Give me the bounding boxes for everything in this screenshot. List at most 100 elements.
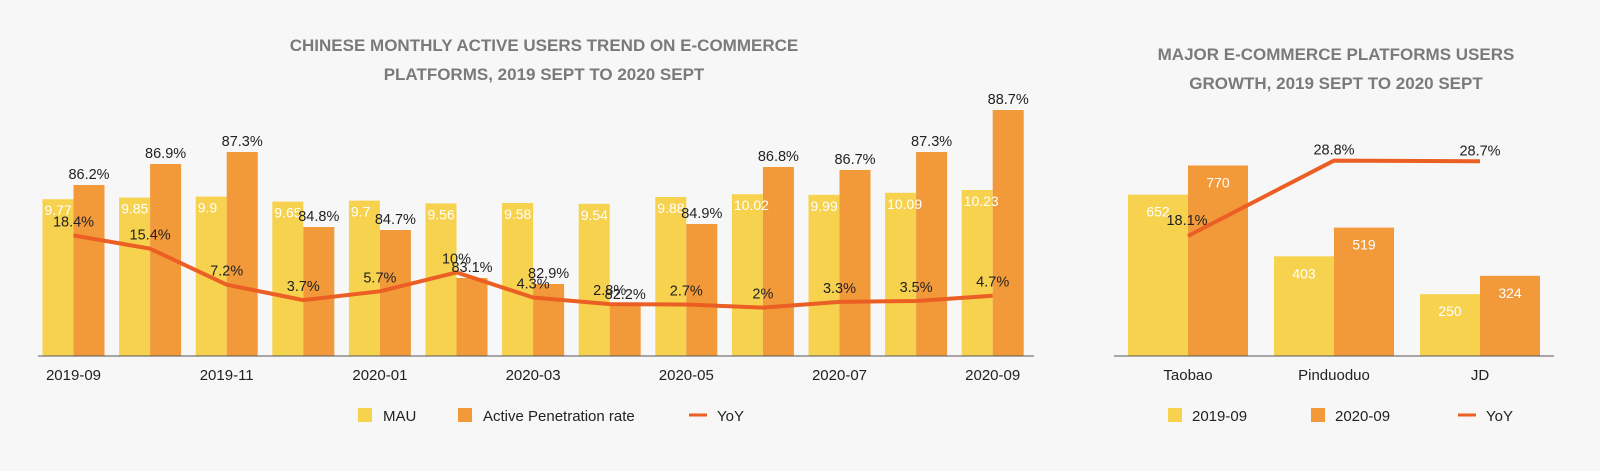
chart2-labels: 652 770 18.1% 403 519 28.8% 250 324 28.7% xyxy=(1146,143,1522,320)
rate-label-2020-02: 83.1% xyxy=(451,260,492,276)
rate-bar-2020-03 xyxy=(533,284,565,356)
mau-bar-2020-04 xyxy=(578,203,610,356)
yoy-label-2020-05: 2.7% xyxy=(670,284,703,300)
rate-label-2019-12: 84.8% xyxy=(298,209,339,225)
chart1-title-line1: CHINESE MONTHLY ACTIVE USERS TREND ON E-… xyxy=(290,36,798,55)
legend-2019-swatch xyxy=(1168,408,1182,422)
x-tick-2019-09: 2019-09 xyxy=(46,367,101,384)
bar-2020-Taobao xyxy=(1188,165,1248,356)
label-2019-JD: 250 xyxy=(1438,303,1462,319)
rate-bar-2020-01 xyxy=(379,230,411,356)
mau-label-2019-10: 9.85 xyxy=(121,201,148,217)
legend-mau-swatch xyxy=(358,408,372,422)
rate-bar-2020-04 xyxy=(609,305,641,356)
legend-2020-swatch xyxy=(1311,408,1325,422)
mau-bar-2019-12 xyxy=(272,201,304,356)
chart1-title-line2: PLATFORMS, 2019 SEPT TO 2020 SEPT xyxy=(384,65,705,84)
legend-2019-label: 2019-09 xyxy=(1192,408,1247,425)
chart1-yoy-line xyxy=(73,233,993,310)
mau-label-2020-05: 9.88 xyxy=(657,200,684,216)
legend-yoy2-label: YoY xyxy=(1486,408,1513,425)
mau-label-2020-07: 9.99 xyxy=(811,198,838,214)
x-tick-Taobao: Taobao xyxy=(1163,367,1212,384)
label-2019-Pinduoduo: 403 xyxy=(1292,265,1316,281)
legend-rate-label: Active Penetration rate xyxy=(483,408,635,425)
rate-label-2019-09: 86.2% xyxy=(68,167,109,183)
chart2-title-line1: MAJOR E-COMMERCE PLATFORMS USERS xyxy=(1158,45,1515,64)
mau-bar-2019-10 xyxy=(119,197,151,356)
x-tick-2020-03: 2020-03 xyxy=(506,367,561,384)
chart2-title-line2: GROWTH, 2019 SEPT TO 2020 SEPT xyxy=(1189,74,1483,93)
yoy-label-2020-07: 3.3% xyxy=(823,281,856,297)
yoy2-label-JD: 28.7% xyxy=(1459,143,1500,159)
mau-bar-2020-05 xyxy=(655,197,687,356)
chart2-legend: 2019-09 2020-09 YoY xyxy=(1168,408,1513,425)
yoy-label-2020-01: 5.7% xyxy=(363,270,396,286)
bar-2019-Taobao xyxy=(1128,194,1188,356)
legend-2020-label: 2020-09 xyxy=(1335,408,1390,425)
chart1-x-ticks: 2019-09 2019-11 2020-01 2020-03 2020-05 2020-… xyxy=(46,367,1020,384)
rate-bar-2019-12 xyxy=(303,227,335,356)
rate-label-2019-10: 86.9% xyxy=(145,146,186,162)
yoy-label-2020-06: 2% xyxy=(752,287,773,303)
legend-rate-swatch xyxy=(458,408,472,422)
yoy-label-2019-11: 7.2% xyxy=(210,264,243,280)
x-tick-2019-11: 2019-11 xyxy=(200,367,254,384)
chart2-yoy-line xyxy=(1187,158,1481,238)
yoy2-line-path xyxy=(1187,158,1481,238)
rate-bar-2020-09 xyxy=(992,110,1024,356)
rate-label-2020-08: 87.3% xyxy=(911,134,952,150)
yoy-label-2019-09: 18.4% xyxy=(53,214,94,230)
x-tick-JD: JD xyxy=(1471,367,1490,384)
yoy2-label-Taobao: 18.1% xyxy=(1166,213,1207,229)
rate-bar-2020-07 xyxy=(839,170,871,356)
yoy-line-path xyxy=(73,233,993,310)
mau-label-2020-03: 9.58 xyxy=(504,206,531,222)
rate-label-2020-01: 84.7% xyxy=(375,212,416,228)
mau-bar-2020-09 xyxy=(961,190,993,356)
chart1-legend: MAU Active Penetration rate YoY xyxy=(358,408,744,425)
rate-label-2020-03: 82.9% xyxy=(528,266,569,282)
chart1-bars xyxy=(42,110,1024,356)
mau-bar-2020-08 xyxy=(885,192,917,356)
rate-bar-2019-11 xyxy=(226,152,258,356)
rate-label-2020-04: 82.2% xyxy=(605,287,646,303)
mau-bar-2019-09 xyxy=(42,199,74,356)
mau-bar-2020-06 xyxy=(731,194,763,356)
label-2020-Pinduoduo: 519 xyxy=(1352,237,1376,253)
x-tick-2020-09: 2020-09 xyxy=(965,367,1020,384)
yoy-label-2020-03: 4.3% xyxy=(517,276,550,292)
rate-bar-2020-06 xyxy=(762,167,794,356)
mau-bar-2020-01 xyxy=(348,200,380,356)
rate-bar-2019-09 xyxy=(73,185,105,356)
legend-yoy-label: YoY xyxy=(717,408,744,425)
mau-label-2020-09: 10.23 xyxy=(964,193,999,209)
mau-label-2019-12: 9.65 xyxy=(274,205,301,221)
mau-label-2019-11: 9.9 xyxy=(198,200,218,216)
yoy-label-2020-09: 4.7% xyxy=(976,275,1009,291)
rate-bar-2020-08 xyxy=(916,152,948,356)
mau-label-2020-06: 10.02 xyxy=(734,197,769,213)
yoy2-label-Pinduoduo: 28.8% xyxy=(1313,143,1354,159)
rate-label-2020-07: 86.7% xyxy=(834,152,875,168)
mau-label-2020-08: 10.09 xyxy=(887,196,922,212)
chart2-bars xyxy=(1128,165,1540,356)
label-2020-JD: 324 xyxy=(1498,285,1522,301)
mau-label-2020-02: 9.56 xyxy=(428,206,455,222)
rate-label-2020-06: 86.8% xyxy=(758,149,799,165)
yoy-label-2020-08: 3.5% xyxy=(900,280,933,296)
rate-label-2020-05: 84.9% xyxy=(681,206,722,222)
chart1-labels: 9.77 86.2% 18.4% 9.85 86.9% 15.4% 9.9 87.3% 7.2%… xyxy=(45,92,1029,303)
x-tick-2020-05: 2020-05 xyxy=(659,367,714,384)
bar-2020-JD xyxy=(1480,275,1540,356)
legend-mau-label: MAU xyxy=(383,408,416,425)
chart-platform-growth: MAJOR E-COMMERCE PLATFORMS USERS GROWTH,… xyxy=(1114,45,1554,425)
bar-2019-Pinduoduo xyxy=(1274,256,1334,356)
chart2-x-ticks: Taobao Pinduoduo JD xyxy=(1163,367,1489,384)
rate-label-2020-09: 88.7% xyxy=(988,92,1029,108)
yoy-label-2020-02: 10% xyxy=(442,251,471,267)
mau-bar-2020-07 xyxy=(808,194,840,356)
mau-label-2019-09: 9.77 xyxy=(45,202,72,218)
yoy-label-2019-12: 3.7% xyxy=(287,279,320,295)
